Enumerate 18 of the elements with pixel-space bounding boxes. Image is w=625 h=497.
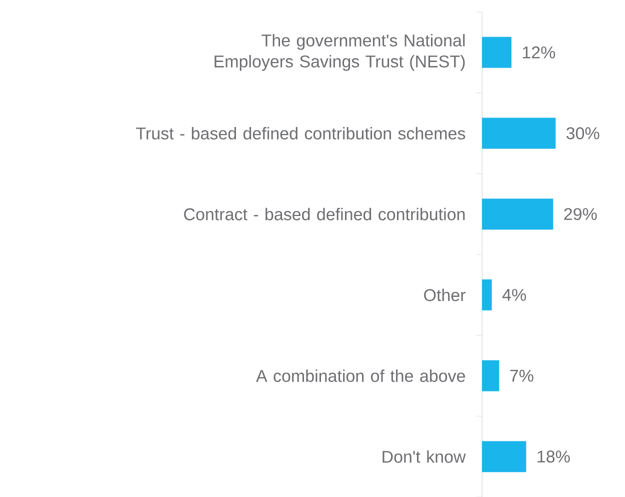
y-tick-label: Other	[424, 288, 466, 302]
y-tick-label: Contract - based defined contribution	[184, 208, 465, 220]
bar	[482, 441, 526, 472]
bar	[482, 198, 554, 230]
y-tick-label: The government's National Employers Savings Trust (NEST)	[214, 34, 465, 71]
data-label: 12%	[522, 46, 556, 58]
data-label: 29%	[564, 208, 597, 220]
y-tick-label: A combination of the above	[256, 370, 466, 382]
data-label: 18%	[538, 450, 570, 463]
y-tick-label: Trust - based defined contribution schemes	[136, 127, 466, 140]
bar	[482, 36, 512, 68]
y-tick-label: Don't know	[382, 450, 466, 463]
data-label: 30%	[566, 127, 600, 140]
bar	[482, 360, 500, 392]
data-label: 7%	[510, 370, 534, 382]
data-label: 4%	[502, 288, 526, 301]
bar	[482, 118, 556, 149]
bar	[482, 279, 492, 310]
